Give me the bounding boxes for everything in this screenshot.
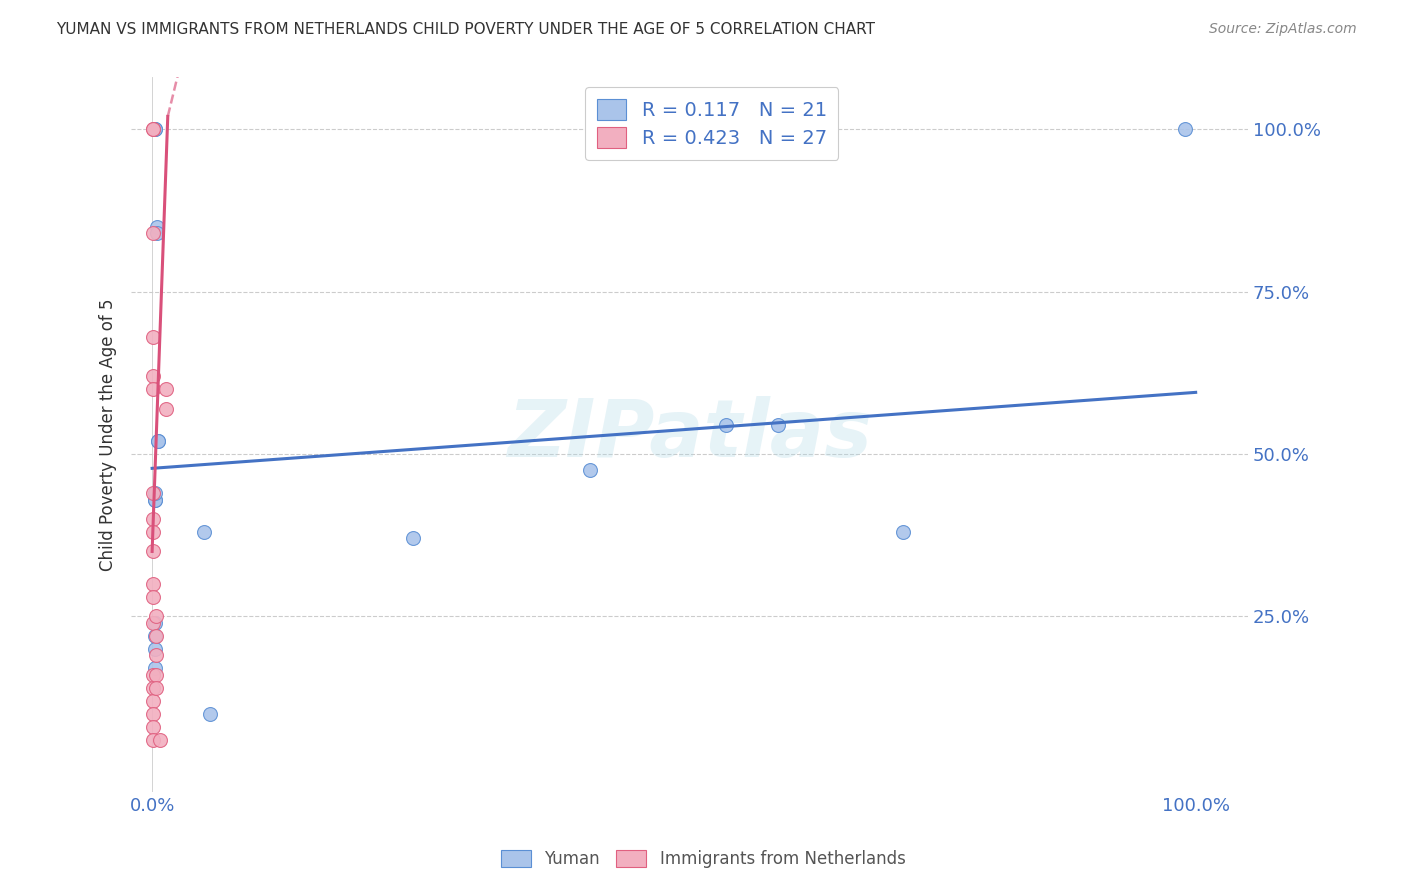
Point (143, 641, 166, 656)
Point (145, 629, 167, 643)
Y-axis label: Child Poverty Under the Age of 5: Child Poverty Under the Age of 5 (100, 298, 117, 571)
Point (146, 219, 169, 234)
Text: YUMAN VS IMMIGRANTS FROM NETHERLANDS CHILD POVERTY UNDER THE AGE OF 5 CORRELATIO: YUMAN VS IMMIGRANTS FROM NETHERLANDS CHI… (56, 22, 876, 37)
Point (155, 401, 177, 416)
Point (198, 706, 221, 721)
Point (142, 590, 165, 604)
Point (142, 694, 165, 708)
Point (714, 417, 737, 432)
Point (142, 330, 165, 344)
Point (143, 615, 166, 630)
Point (145, 681, 167, 695)
Point (149, 732, 172, 747)
Point (142, 720, 165, 734)
Point (148, 434, 170, 448)
Point (145, 648, 167, 663)
Legend: R = 0.117   N = 21, R = 0.423   N = 27: R = 0.117 N = 21, R = 0.423 N = 27 (585, 87, 838, 160)
Point (768, 417, 790, 432)
Point (142, 668, 165, 682)
Legend: Yuman, Immigrants from Netherlands: Yuman, Immigrants from Netherlands (494, 843, 912, 875)
Point (143, 661, 166, 675)
Point (148, 434, 170, 448)
Point (142, 524, 165, 539)
Point (142, 544, 165, 558)
Point (143, 122, 166, 136)
Point (142, 122, 165, 136)
Point (145, 609, 167, 624)
Point (143, 486, 166, 500)
Point (142, 122, 165, 136)
Point (142, 486, 165, 500)
Point (193, 524, 215, 539)
Point (1174, 122, 1197, 136)
Point (146, 227, 169, 241)
Point (142, 732, 165, 747)
Point (145, 668, 167, 682)
Point (143, 122, 166, 136)
Point (142, 577, 165, 591)
Point (142, 615, 165, 630)
Point (155, 382, 177, 396)
Point (142, 706, 165, 721)
Point (142, 369, 165, 384)
Point (143, 492, 166, 507)
Point (142, 681, 165, 695)
Point (142, 512, 165, 526)
Point (402, 532, 425, 546)
Point (579, 463, 602, 477)
Point (893, 524, 915, 539)
Point (143, 629, 166, 643)
Point (142, 227, 165, 241)
Text: Source: ZipAtlas.com: Source: ZipAtlas.com (1209, 22, 1357, 37)
Point (142, 382, 165, 396)
Point (143, 492, 166, 507)
Text: ZIPatlas: ZIPatlas (508, 395, 872, 474)
